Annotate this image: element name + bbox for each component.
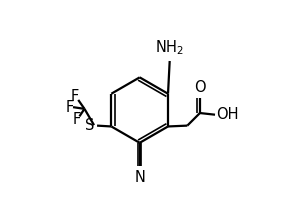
Text: O: O (194, 80, 206, 95)
Text: F: F (71, 89, 79, 104)
Text: OH: OH (216, 107, 239, 122)
Text: F: F (65, 100, 73, 115)
Text: S: S (85, 118, 95, 133)
Text: N: N (134, 170, 145, 185)
Text: NH$_2$: NH$_2$ (155, 38, 184, 57)
Text: F: F (73, 112, 81, 127)
